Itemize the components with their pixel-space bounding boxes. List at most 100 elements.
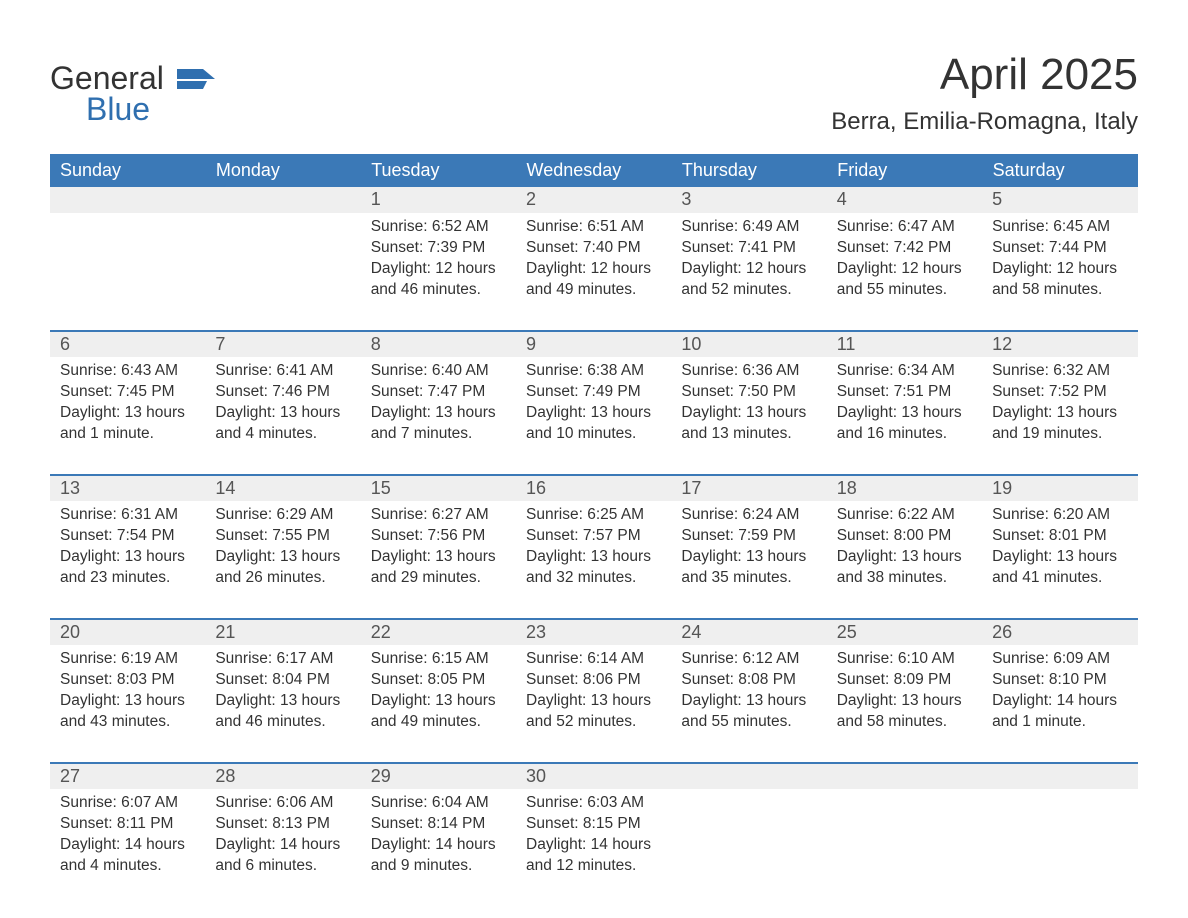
- sunset-line: Sunset: 7:57 PM: [526, 526, 661, 547]
- day-number-cell: 8: [361, 331, 516, 357]
- sunset-line: Sunset: 7:56 PM: [371, 526, 506, 547]
- day-content-cell: Sunrise: 6:25 AMSunset: 7:57 PMDaylight:…: [516, 501, 671, 619]
- sunset-line: Sunset: 7:44 PM: [992, 238, 1127, 259]
- daylight-line: Daylight: 12 hours and 46 minutes.: [371, 259, 506, 301]
- calendar-table: Sunday Monday Tuesday Wednesday Thursday…: [50, 154, 1138, 907]
- daylight-line: Daylight: 14 hours and 12 minutes.: [526, 835, 661, 877]
- sunrise-line: Sunrise: 6:52 AM: [371, 217, 506, 238]
- day-content-cell: Sunrise: 6:34 AMSunset: 7:51 PMDaylight:…: [827, 357, 982, 475]
- day-content-cell: Sunrise: 6:10 AMSunset: 8:09 PMDaylight:…: [827, 645, 982, 763]
- day-content-cell: [205, 213, 360, 331]
- day-number-cell: 29: [361, 763, 516, 789]
- sunset-line: Sunset: 8:01 PM: [992, 526, 1127, 547]
- day-number-cell: 6: [50, 331, 205, 357]
- daylight-line: Daylight: 13 hours and 10 minutes.: [526, 403, 661, 445]
- daylight-line: Daylight: 13 hours and 4 minutes.: [215, 403, 350, 445]
- day-content-cell: Sunrise: 6:15 AMSunset: 8:05 PMDaylight:…: [361, 645, 516, 763]
- daylight-line: Daylight: 14 hours and 1 minute.: [992, 691, 1127, 733]
- sunrise-line: Sunrise: 6:10 AM: [837, 649, 972, 670]
- daylight-line: Daylight: 13 hours and 7 minutes.: [371, 403, 506, 445]
- day-content-cell: Sunrise: 6:51 AMSunset: 7:40 PMDaylight:…: [516, 213, 671, 331]
- daylight-line: Daylight: 12 hours and 58 minutes.: [992, 259, 1127, 301]
- day-content-cell: [671, 789, 826, 907]
- sunrise-line: Sunrise: 6:29 AM: [215, 505, 350, 526]
- day-content-cell: [827, 789, 982, 907]
- sunset-line: Sunset: 7:41 PM: [681, 238, 816, 259]
- sunset-line: Sunset: 8:08 PM: [681, 670, 816, 691]
- day-number-cell: 13: [50, 475, 205, 501]
- daynum-row: 13141516171819: [50, 475, 1138, 501]
- daylight-line: Daylight: 14 hours and 4 minutes.: [60, 835, 195, 877]
- daylight-line: Daylight: 13 hours and 32 minutes.: [526, 547, 661, 589]
- sunset-line: Sunset: 8:04 PM: [215, 670, 350, 691]
- daylight-line: Daylight: 13 hours and 38 minutes.: [837, 547, 972, 589]
- sunrise-line: Sunrise: 6:41 AM: [215, 361, 350, 382]
- day-number-cell: 4: [827, 187, 982, 213]
- day-content-cell: Sunrise: 6:04 AMSunset: 8:14 PMDaylight:…: [361, 789, 516, 907]
- daylight-line: Daylight: 13 hours and 49 minutes.: [371, 691, 506, 733]
- day-number-cell: 22: [361, 619, 516, 645]
- content-row: Sunrise: 6:43 AMSunset: 7:45 PMDaylight:…: [50, 357, 1138, 475]
- page-subtitle: Berra, Emilia-Romagna, Italy: [831, 108, 1138, 136]
- weekday-header-row: Sunday Monday Tuesday Wednesday Thursday…: [50, 154, 1138, 187]
- daylight-line: Daylight: 12 hours and 49 minutes.: [526, 259, 661, 301]
- sunset-line: Sunset: 7:40 PM: [526, 238, 661, 259]
- day-number-cell: 20: [50, 619, 205, 645]
- sunrise-line: Sunrise: 6:49 AM: [681, 217, 816, 238]
- day-content-cell: Sunrise: 6:38 AMSunset: 7:49 PMDaylight:…: [516, 357, 671, 475]
- daylight-line: Daylight: 13 hours and 13 minutes.: [681, 403, 816, 445]
- day-number-cell: 17: [671, 475, 826, 501]
- day-number-cell: 1: [361, 187, 516, 213]
- day-content-cell: [982, 789, 1137, 907]
- weekday-header: Saturday: [982, 154, 1137, 187]
- day-number-cell: 27: [50, 763, 205, 789]
- day-content-cell: Sunrise: 6:27 AMSunset: 7:56 PMDaylight:…: [361, 501, 516, 619]
- day-content-cell: Sunrise: 6:19 AMSunset: 8:03 PMDaylight:…: [50, 645, 205, 763]
- sunset-line: Sunset: 8:05 PM: [371, 670, 506, 691]
- sunrise-line: Sunrise: 6:38 AM: [526, 361, 661, 382]
- sunset-line: Sunset: 7:52 PM: [992, 382, 1127, 403]
- daylight-line: Daylight: 13 hours and 1 minute.: [60, 403, 195, 445]
- flag-icon: [177, 60, 215, 97]
- sunrise-line: Sunrise: 6:17 AM: [215, 649, 350, 670]
- day-content-cell: Sunrise: 6:32 AMSunset: 7:52 PMDaylight:…: [982, 357, 1137, 475]
- daylight-line: Daylight: 14 hours and 6 minutes.: [215, 835, 350, 877]
- sunset-line: Sunset: 8:11 PM: [60, 814, 195, 835]
- day-number-cell: 12: [982, 331, 1137, 357]
- content-row: Sunrise: 6:19 AMSunset: 8:03 PMDaylight:…: [50, 645, 1138, 763]
- content-row: Sunrise: 6:07 AMSunset: 8:11 PMDaylight:…: [50, 789, 1138, 907]
- weekday-header: Sunday: [50, 154, 205, 187]
- sunrise-line: Sunrise: 6:34 AM: [837, 361, 972, 382]
- sunrise-line: Sunrise: 6:04 AM: [371, 793, 506, 814]
- daylight-line: Daylight: 13 hours and 35 minutes.: [681, 547, 816, 589]
- day-number-cell: 19: [982, 475, 1137, 501]
- sunrise-line: Sunrise: 6:40 AM: [371, 361, 506, 382]
- daylight-line: Daylight: 12 hours and 52 minutes.: [681, 259, 816, 301]
- day-content-cell: Sunrise: 6:36 AMSunset: 7:50 PMDaylight:…: [671, 357, 826, 475]
- content-row: Sunrise: 6:52 AMSunset: 7:39 PMDaylight:…: [50, 213, 1138, 331]
- sunrise-line: Sunrise: 6:20 AM: [992, 505, 1127, 526]
- daynum-row: 6789101112: [50, 331, 1138, 357]
- weekday-header: Tuesday: [361, 154, 516, 187]
- day-number-cell: 24: [671, 619, 826, 645]
- sunset-line: Sunset: 7:50 PM: [681, 382, 816, 403]
- daylight-line: Daylight: 13 hours and 16 minutes.: [837, 403, 972, 445]
- day-content-cell: Sunrise: 6:17 AMSunset: 8:04 PMDaylight:…: [205, 645, 360, 763]
- day-number-cell: 3: [671, 187, 826, 213]
- sunrise-line: Sunrise: 6:51 AM: [526, 217, 661, 238]
- day-content-cell: Sunrise: 6:03 AMSunset: 8:15 PMDaylight:…: [516, 789, 671, 907]
- sunrise-line: Sunrise: 6:03 AM: [526, 793, 661, 814]
- daylight-line: Daylight: 13 hours and 26 minutes.: [215, 547, 350, 589]
- sunset-line: Sunset: 7:55 PM: [215, 526, 350, 547]
- day-content-cell: [50, 213, 205, 331]
- day-number-cell: 23: [516, 619, 671, 645]
- day-content-cell: Sunrise: 6:45 AMSunset: 7:44 PMDaylight:…: [982, 213, 1137, 331]
- sunset-line: Sunset: 7:39 PM: [371, 238, 506, 259]
- daylight-line: Daylight: 13 hours and 23 minutes.: [60, 547, 195, 589]
- day-number-cell: 16: [516, 475, 671, 501]
- sunset-line: Sunset: 7:54 PM: [60, 526, 195, 547]
- sunset-line: Sunset: 8:03 PM: [60, 670, 195, 691]
- sunset-line: Sunset: 8:13 PM: [215, 814, 350, 835]
- logo: General Blue: [50, 50, 215, 128]
- day-content-cell: Sunrise: 6:07 AMSunset: 8:11 PMDaylight:…: [50, 789, 205, 907]
